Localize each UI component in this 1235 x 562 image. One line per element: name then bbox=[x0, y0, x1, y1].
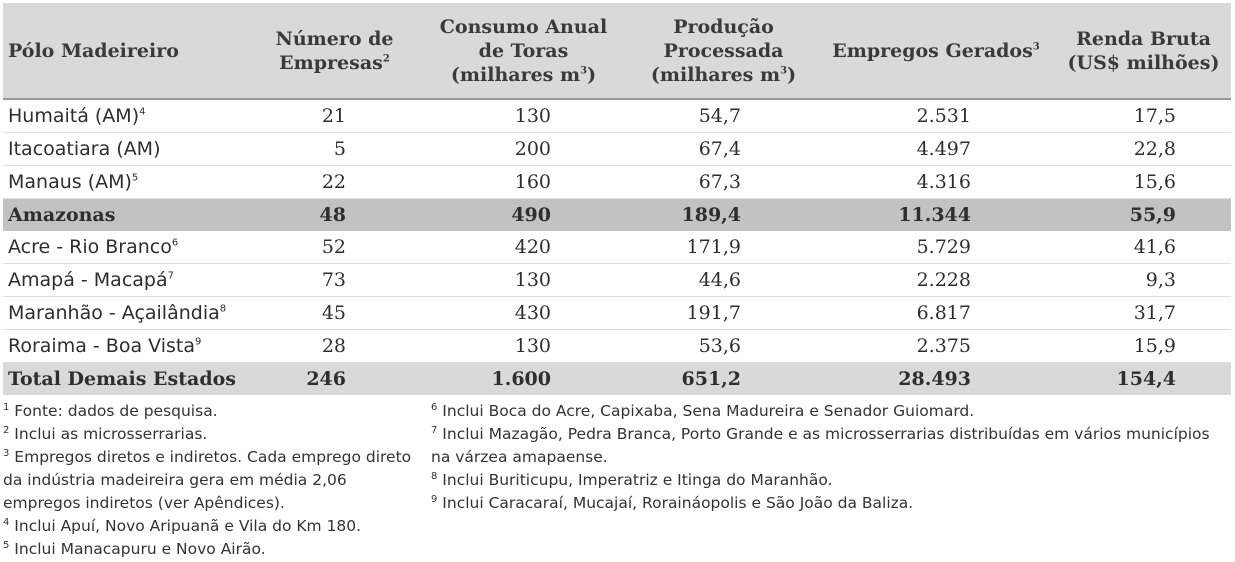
cell-consumo: 200 bbox=[416, 132, 631, 166]
cell-empregos: 28.493 bbox=[816, 362, 1056, 395]
cell-polo: Humaitá (AM)4 bbox=[3, 99, 253, 133]
cell-empregos: 2.228 bbox=[816, 263, 1056, 297]
table-row: Amapá - Macapá7 73 130 44,6 2.228 9,3 bbox=[3, 263, 1231, 297]
cell-producao: 53,6 bbox=[631, 329, 816, 363]
table-row: Manaus (AM)5 22 160 67,3 4.316 15,6 bbox=[3, 165, 1231, 199]
footnote: 8 Inclui Buriticupu, Imperatriz e Itinga… bbox=[431, 470, 833, 489]
cell-empregos: 2.531 bbox=[816, 99, 1056, 133]
cell-renda: 15,6 bbox=[1056, 165, 1231, 199]
cell-empresas: 48 bbox=[253, 198, 416, 231]
cell-empregos: 11.344 bbox=[816, 198, 1056, 231]
header-numero-empresas: Número de Empresas2 bbox=[253, 3, 416, 100]
cell-empregos: 4.497 bbox=[816, 132, 1056, 166]
cell-empresas: 246 bbox=[253, 362, 416, 395]
data-table-container: Pólo Madeireiro Número de Empresas2 Cons… bbox=[3, 3, 1231, 395]
footnote: 9 Inclui Caracaraí, Mucajaí, Roraináopol… bbox=[431, 493, 914, 512]
cell-consumo: 160 bbox=[416, 165, 631, 199]
footnote: 1 Fonte: dados de pesquisa. bbox=[3, 401, 218, 420]
cell-producao: 54,7 bbox=[631, 99, 816, 133]
table-row: Total Demais Estados 246 1.600 651,2 28.493 1… bbox=[3, 362, 1231, 395]
header-renda-bruta: Renda Bruta (US$ milhões) bbox=[1056, 3, 1231, 100]
cell-producao: 67,3 bbox=[631, 165, 816, 199]
header-consumo-anual: Consumo Anual de Toras (milhares m3) bbox=[416, 3, 631, 100]
cell-polo: Acre - Rio Branco6 bbox=[3, 231, 253, 264]
cell-renda: 154,4 bbox=[1056, 362, 1231, 395]
cell-polo: Total Demais Estados bbox=[3, 362, 253, 395]
cell-polo: Roraima - Boa Vista9 bbox=[3, 329, 253, 363]
cell-renda: 17,5 bbox=[1056, 99, 1231, 133]
cell-empregos: 5.729 bbox=[816, 231, 1056, 264]
table-row: Roraima - Boa Vista9 28 130 53,6 2.375 15,9 bbox=[3, 329, 1231, 363]
cell-renda: 55,9 bbox=[1056, 198, 1231, 231]
cell-consumo: 130 bbox=[416, 263, 631, 297]
cell-consumo: 130 bbox=[416, 329, 631, 363]
cell-empresas: 22 bbox=[253, 165, 416, 199]
cell-producao: 189,4 bbox=[631, 198, 816, 231]
cell-empregos: 4.316 bbox=[816, 165, 1056, 199]
cell-renda: 31,7 bbox=[1056, 296, 1231, 330]
footnote: 7 Inclui Mazagão, Pedra Branca, Porto Gr… bbox=[431, 424, 1215, 466]
table-row: Itacoatiara (AM) 5 200 67,4 4.497 22,8 bbox=[3, 132, 1231, 166]
footnote: 4 Inclui Apuí, Novo Aripuanã e Vila do K… bbox=[3, 516, 362, 535]
table-row: Humaitá (AM)4 21 130 54,7 2.531 17,5 bbox=[3, 99, 1231, 133]
header-empregos-gerados: Empregos Gerados3 bbox=[816, 3, 1056, 100]
cell-producao: 44,6 bbox=[631, 263, 816, 297]
cell-empresas: 5 bbox=[253, 132, 416, 166]
cell-empresas: 73 bbox=[253, 263, 416, 297]
footnote: 5 Inclui Manacapuru e Novo Airão. bbox=[3, 539, 266, 558]
cell-consumo: 490 bbox=[416, 198, 631, 231]
footnote: 3 Empregos diretos e indiretos. Cada emp… bbox=[3, 447, 417, 512]
table-row: Acre - Rio Branco6 52 420 171,9 5.729 41,6 bbox=[3, 231, 1231, 264]
footnotes-left: 1 Fonte: dados de pesquisa. 2 Inclui as m… bbox=[3, 400, 413, 561]
cell-renda: 41,6 bbox=[1056, 231, 1231, 264]
cell-consumo: 1.600 bbox=[416, 362, 631, 395]
table-header-row: Pólo Madeireiro Número de Empresas2 Cons… bbox=[3, 3, 1231, 100]
cell-renda: 22,8 bbox=[1056, 132, 1231, 166]
cell-consumo: 430 bbox=[416, 296, 631, 330]
cell-producao: 171,9 bbox=[631, 231, 816, 264]
cell-empresas: 21 bbox=[253, 99, 416, 133]
cell-renda: 15,9 bbox=[1056, 329, 1231, 363]
cell-empresas: 28 bbox=[253, 329, 416, 363]
cell-empregos: 6.817 bbox=[816, 296, 1056, 330]
cell-consumo: 420 bbox=[416, 231, 631, 264]
cell-polo: Amazonas bbox=[3, 198, 253, 231]
polo-madeireiro-table: Pólo Madeireiro Número de Empresas2 Cons… bbox=[3, 3, 1231, 395]
cell-producao: 67,4 bbox=[631, 132, 816, 166]
cell-polo: Maranhão - Açailândia8 bbox=[3, 296, 253, 330]
cell-empregos: 2.375 bbox=[816, 329, 1056, 363]
cell-consumo: 130 bbox=[416, 99, 631, 133]
header-polo: Pólo Madeireiro bbox=[3, 3, 253, 100]
cell-producao: 651,2 bbox=[631, 362, 816, 395]
footnotes-right: 6 Inclui Boca do Acre, Capixaba, Sena Ma… bbox=[431, 400, 1231, 515]
header-producao-processada: Produção Processada (milhares m3) bbox=[631, 3, 816, 100]
cell-polo: Itacoatiara (AM) bbox=[3, 132, 253, 166]
cell-renda: 9,3 bbox=[1056, 263, 1231, 297]
footnote: 6 Inclui Boca do Acre, Capixaba, Sena Ma… bbox=[431, 401, 975, 420]
cell-empresas: 45 bbox=[253, 296, 416, 330]
table-row: Maranhão - Açailândia8 45 430 191,7 6.817 31,… bbox=[3, 296, 1231, 330]
table-row: Amazonas 48 490 189,4 11.344 55,9 bbox=[3, 198, 1231, 231]
cell-producao: 191,7 bbox=[631, 296, 816, 330]
cell-polo: Amapá - Macapá7 bbox=[3, 263, 253, 297]
footnote: 2 Inclui as microsserrarias. bbox=[3, 424, 208, 443]
cell-empresas: 52 bbox=[253, 231, 416, 264]
cell-polo: Manaus (AM)5 bbox=[3, 165, 253, 199]
